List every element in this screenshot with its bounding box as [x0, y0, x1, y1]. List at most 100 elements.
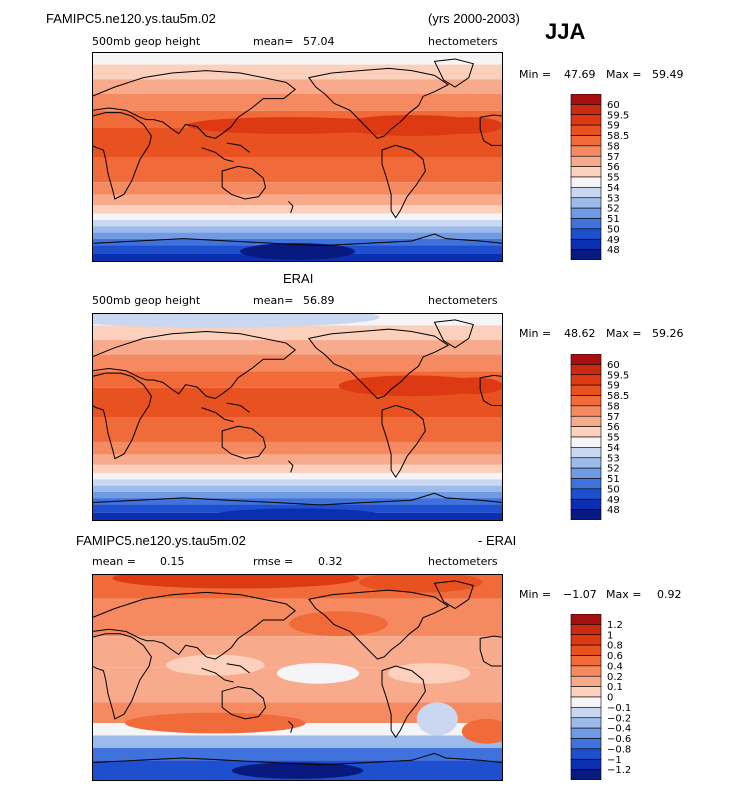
colorbar-level-label: 50 [607, 484, 620, 495]
colorbar-level-label: 58 [607, 141, 620, 152]
field-band [92, 226, 503, 233]
colorbar-swatch [570, 696, 602, 708]
panel1-units: hectometers [428, 35, 498, 48]
panel2-units: hectometers [428, 294, 498, 307]
colorbar-level-label: 54 [607, 443, 620, 454]
colorbar-level-label: 1.2 [607, 620, 623, 631]
colorbar-swatch [570, 415, 602, 427]
colorbar-swatch [570, 707, 602, 719]
field-band [92, 194, 503, 206]
panel2-mean-value: 56.89 [303, 294, 335, 307]
colorbar-swatch [570, 738, 602, 750]
colorbar-swatch [570, 436, 602, 448]
panel1-mean-label: mean= [253, 35, 294, 48]
field-band [92, 441, 503, 455]
panel1-max-label: Max = [606, 68, 642, 81]
field-band [92, 79, 503, 94]
colorbar-level-label: −1.2 [607, 765, 631, 776]
field-band [92, 64, 503, 80]
colorbar-swatch [570, 354, 602, 365]
colorbar-swatch [570, 135, 602, 147]
colorbar-level-label: 56 [607, 422, 620, 433]
coastline [288, 461, 293, 473]
colorbar-swatch [570, 498, 602, 510]
field-band [92, 473, 503, 480]
panel3-title-right: - ERAI [478, 533, 517, 548]
coastline [480, 115, 503, 145]
colorbar-swatch [570, 665, 602, 677]
colorbar-level-label: 58.5 [607, 391, 629, 402]
panel2-max-label: Max = [606, 327, 642, 340]
panel3-max-label: Max = [606, 588, 642, 601]
colorbar-swatch [570, 748, 602, 760]
colorbar-swatch [570, 395, 602, 407]
panel2-map [92, 313, 503, 521]
colorbar-level-label: 53 [607, 193, 620, 204]
colorbar-swatch [570, 364, 602, 376]
colorbar-swatch [570, 769, 602, 780]
field-anomaly [359, 574, 483, 593]
panel3-map [92, 574, 503, 781]
coastlines [92, 320, 503, 505]
colorbar-level-label: 56 [607, 162, 620, 173]
case-title: FAMIPC5.ne120.ys.tau5m.02 [46, 11, 216, 26]
coastline [309, 329, 448, 398]
colorbar-swatch [570, 675, 602, 687]
colorbar-level-label: 0.2 [607, 672, 623, 683]
field-band [92, 747, 503, 761]
colorbar-swatch [570, 624, 602, 636]
panel3-min-label: Min = [519, 588, 552, 601]
field-anomaly [289, 611, 388, 637]
field-band [92, 454, 503, 465]
coastline [92, 234, 503, 246]
coastline [202, 664, 250, 682]
coastline [92, 113, 151, 199]
field-band [92, 157, 503, 183]
colorbar-level-label: −0.8 [607, 744, 631, 755]
colorbar-swatch [570, 124, 602, 136]
colorbar-swatch [570, 166, 602, 178]
field-band [92, 94, 503, 111]
field-anomaly [124, 712, 306, 734]
panel1-mean-value: 57.04 [303, 35, 335, 48]
colorbar-swatch [570, 717, 602, 729]
field-band [92, 220, 503, 227]
panel2-title: ERAI [283, 271, 314, 286]
panel1-variable-label: 500mb geop height [92, 35, 201, 48]
colorbar-swatch [570, 426, 602, 438]
colorbar-level-label: 58 [607, 401, 620, 412]
colorbar-swatch [570, 457, 602, 469]
colorbar-level-label: 54 [607, 183, 620, 194]
field-band [92, 232, 503, 239]
colorbar-level-label: 59 [607, 381, 620, 392]
colorbar-swatch [570, 374, 602, 386]
colorbar-swatch [570, 655, 602, 667]
colorbar-level-label: −1 [607, 755, 622, 766]
coastline [288, 721, 293, 733]
colorbar-swatch [570, 644, 602, 656]
colorbar-level-label: 0.8 [607, 641, 623, 652]
colorbar-level-label: 51 [607, 214, 620, 225]
colorbar-level-label: 57 [607, 412, 620, 423]
colorbar-level-label: 60 [607, 360, 620, 371]
season-label: JJA [545, 19, 586, 44]
field-anomaly [92, 313, 380, 328]
field-anomaly [215, 508, 380, 521]
field-anomaly [112, 574, 360, 589]
field-band [92, 636, 503, 668]
field-band [92, 491, 503, 499]
colorbar-swatch [570, 405, 602, 417]
coastline [222, 687, 265, 719]
coastline [222, 166, 265, 199]
colorbar-swatch [570, 634, 602, 646]
colorbar-swatch [570, 218, 602, 230]
field-band [92, 735, 503, 748]
field-anomaly [437, 117, 503, 134]
coastline [92, 373, 151, 459]
coastline [92, 493, 503, 505]
colorbar-level-label: 59.5 [607, 110, 629, 121]
colorbar-level-label: 50 [607, 224, 620, 235]
coastline [382, 145, 425, 217]
map-frame [92, 52, 503, 262]
